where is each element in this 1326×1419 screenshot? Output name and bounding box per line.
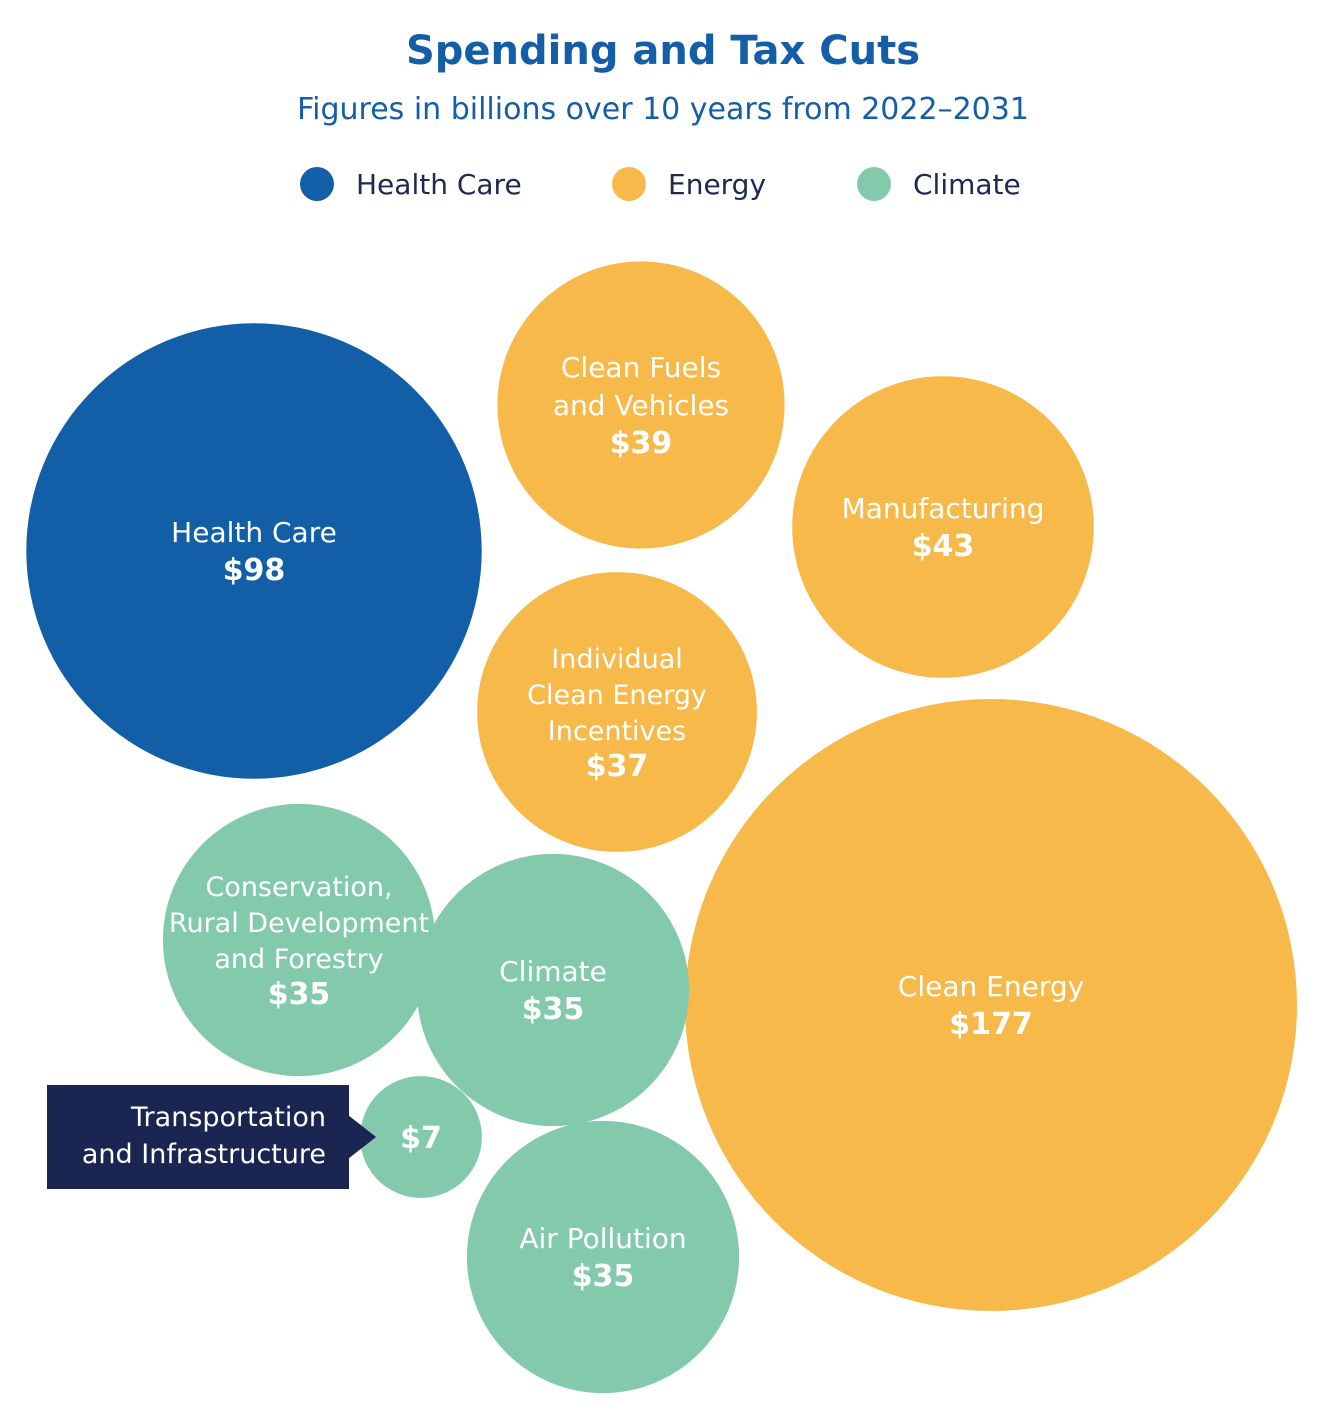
bubble-circle-conservation-rural-development-and-forestry	[162, 803, 436, 1077]
legend-item-climate: Climate	[857, 166, 1021, 202]
legend-item-energy: Energy	[612, 166, 766, 202]
bubble-value-individual-clean-energy-incentives: $37	[586, 749, 649, 784]
bubble-circle-clean-energy	[685, 699, 1297, 1311]
callout-label: Transportation and Infrastructure	[82, 1102, 326, 1170]
bubble-circle-climate	[416, 853, 690, 1127]
bubble-value-manufacturing: $43	[912, 529, 975, 564]
bubble-clean-energy: Clean Energy $177	[685, 699, 1297, 1311]
bubble-label-health-care: Health Care	[171, 516, 337, 549]
bubble-value-conservation-rural-development-and-forestry: $35	[268, 977, 331, 1012]
bubble-label-manufacturing: Manufacturing	[842, 492, 1045, 525]
bubble-circle-health-care	[26, 323, 482, 779]
bubble-value-climate: $35	[522, 992, 585, 1027]
legend-swatch-climate	[857, 167, 891, 201]
bubble-label-clean-fuels-and-vehicles: Clean Fuels and Vehicles	[553, 351, 729, 422]
bubble-value-clean-fuels-and-vehicles: $39	[610, 426, 673, 461]
bubble-circle-transportation-and-infrastructure	[360, 1076, 482, 1198]
bubble-value-health-care: $98	[223, 553, 286, 588]
legend-label-climate: Climate	[913, 167, 1021, 201]
bubble-value-clean-energy: $177	[949, 1007, 1033, 1042]
bubble-circle-air-pollution	[466, 1120, 740, 1394]
chart-title: Spending and Tax Cuts	[405, 28, 921, 74]
callout-box	[47, 1085, 349, 1189]
bubble-circle-individual-clean-energy-incentives	[477, 572, 757, 852]
bubble-manufacturing: Manufacturing $43	[792, 376, 1094, 678]
bubble-value-transportation-and-infrastructure: $7	[400, 1121, 442, 1156]
bubble-circle-manufacturing	[792, 376, 1094, 678]
bubble-conservation-rural-development-and-forestry: Conservation, Rural Development and Forest…	[162, 803, 436, 1077]
bubble-health-care: Health Care $98	[26, 323, 482, 779]
bubble-circle-clean-fuels-and-vehicles	[497, 261, 785, 549]
legend-swatch-health-care	[300, 167, 334, 201]
bubble-label-air-pollution: Air Pollution	[519, 1222, 686, 1255]
bubble-label-individual-clean-energy-incentives: Individual Clean Energy Incentives	[527, 644, 707, 747]
bubble-transportation-and-infrastructure: $7	[360, 1076, 482, 1198]
callout-pointer	[348, 1115, 376, 1159]
legend-swatch-energy	[612, 167, 646, 201]
bubble-label-climate: Climate	[499, 955, 607, 988]
legend-label-energy: Energy	[668, 167, 767, 201]
legend-label-health-care: Health Care	[356, 167, 522, 201]
bubble-climate: Climate $35	[416, 853, 690, 1127]
bubble-individual-clean-energy-incentives: Individual Clean Energy Incentives$37	[477, 572, 757, 852]
bubble-clean-fuels-and-vehicles: Clean Fuels and Vehicles $39	[497, 261, 785, 549]
callout-transportation-and-infrastructure: Transportation and Infrastructure	[47, 1085, 376, 1189]
bubble-label-conservation-rural-development-and-forestry: Conservation, Rural Development and Forest…	[169, 872, 429, 975]
chart-subtitle: Figures in billions over 10 years from 2…	[297, 92, 1029, 127]
legend-item-health-care: Health Care	[300, 166, 522, 202]
bubble-label-clean-energy: Clean Energy	[898, 970, 1084, 1003]
bubble-value-air-pollution: $35	[572, 1259, 635, 1294]
bubble-air-pollution: Air Pollution $35	[466, 1120, 740, 1394]
